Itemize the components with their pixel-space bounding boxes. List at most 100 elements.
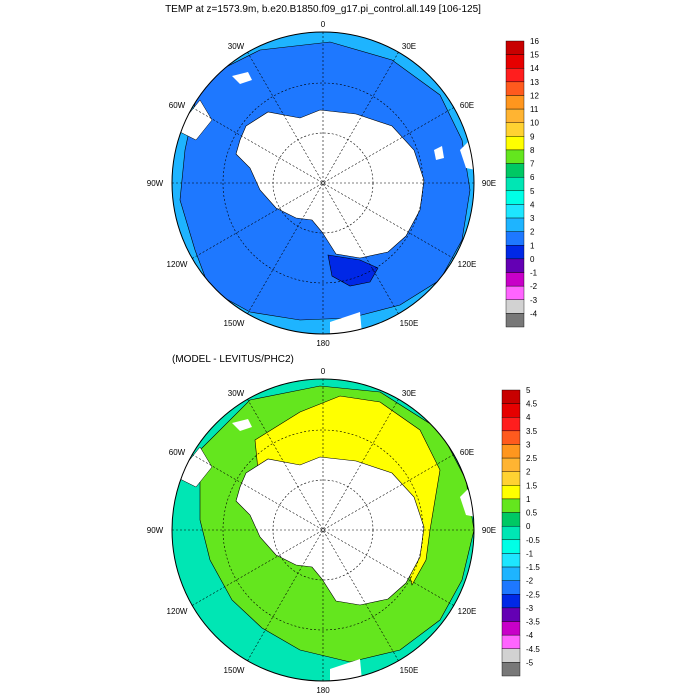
colorbar-swatch xyxy=(501,512,521,527)
colorbar-label: 1.5 xyxy=(526,481,538,490)
colorbar-label: -1 xyxy=(530,269,538,278)
graticule xyxy=(172,379,474,681)
lon-label-60w: 60W xyxy=(169,448,186,457)
lon-label-0: 0 xyxy=(321,367,326,376)
panel-temp: TEMP at z=1573.9m, b.e20.B1850.f09_g17.p… xyxy=(147,4,540,348)
colorbar-swatch xyxy=(501,485,521,500)
colorbar-swatch xyxy=(501,539,521,554)
colorbar-swatch xyxy=(505,136,525,151)
lon-label-30w: 30W xyxy=(228,389,245,398)
lon-label-180: 180 xyxy=(316,686,330,695)
colorbar-swatch xyxy=(501,553,521,568)
lon-label-90e: 90E xyxy=(482,179,496,188)
lon-labels: 0 30E 60E 90E 120E 150E 180 150W 120W 90… xyxy=(147,20,496,348)
colorbar-label: 7 xyxy=(530,160,535,169)
lon-label-30e: 30E xyxy=(402,389,416,398)
lon-label-60w: 60W xyxy=(169,101,186,110)
colorbar-swatch xyxy=(505,204,525,219)
map-field xyxy=(172,32,474,334)
lon-label-90w: 90W xyxy=(147,526,164,535)
colorbar-label: 2.5 xyxy=(526,454,538,463)
colorbar-label: 2 xyxy=(526,468,531,477)
colorbar-label: -3 xyxy=(526,604,534,613)
colorbar-label: 3.5 xyxy=(526,427,538,436)
lon-label-150w: 150W xyxy=(224,319,245,328)
colorbar-label: 11 xyxy=(530,105,539,114)
colorbar-swatch xyxy=(505,40,525,55)
colorbar-swatch xyxy=(501,634,521,649)
colorbar-swatch xyxy=(505,81,525,96)
colorbar-swatch xyxy=(505,245,525,260)
panel-difference: (MODEL - LEVITUS/PHC2) 0 30E 6 xyxy=(147,354,541,695)
colorbar-label: 2 xyxy=(530,228,535,237)
colorbar: 5 4.5 4 3.5 3 2.5 2 1.5 1 0.5 0 -0.5 -1 -1.5 -2 -2.5 -3 -… xyxy=(501,386,540,677)
graticule xyxy=(172,32,474,334)
panel-title: TEMP at z=1573.9m, b.e20.B1850.f09_g17.p… xyxy=(165,4,481,15)
colorbar-swatch xyxy=(505,190,525,205)
colorbar-label: -2 xyxy=(526,577,534,586)
colorbar-label: -3 xyxy=(530,296,538,305)
colorbar-swatch xyxy=(505,176,525,192)
colorbar-swatch xyxy=(501,403,521,418)
map-boundary xyxy=(171,378,475,682)
lon-label-150e: 150E xyxy=(400,319,419,328)
lon-label-60e: 60E xyxy=(460,101,474,110)
lon-label-0: 0 xyxy=(321,20,326,29)
colorbar-label: 15 xyxy=(530,51,539,60)
colorbar-swatch xyxy=(501,498,521,513)
colorbar-label: 8 xyxy=(530,146,535,155)
colorbar-swatch xyxy=(505,122,525,137)
lon-label-120e: 120E xyxy=(458,607,477,616)
colorbar-label: 3 xyxy=(526,440,531,449)
colorbar-swatch xyxy=(501,580,521,595)
colorbar-swatch xyxy=(501,471,521,486)
colorbar-swatch xyxy=(501,648,521,663)
colorbar-swatch xyxy=(505,163,525,178)
colorbar-swatch xyxy=(501,389,521,404)
colorbar-label: 4.5 xyxy=(526,400,538,409)
colorbar-label: -5 xyxy=(526,658,534,667)
colorbar-swatch xyxy=(501,621,521,636)
lon-label-120w: 120W xyxy=(167,260,188,269)
colorbar-label: 5 xyxy=(526,386,531,395)
colorbar-swatch xyxy=(505,313,525,328)
lon-label-30e: 30E xyxy=(402,42,416,51)
lon-label-90w: 90W xyxy=(147,179,164,188)
lon-label-180: 180 xyxy=(316,339,330,348)
colorbar-swatch xyxy=(501,444,521,459)
colorbar-swatch xyxy=(505,54,525,69)
colorbar-label: 1 xyxy=(530,241,535,250)
lon-label-120e: 120E xyxy=(458,260,477,269)
colorbar-label: 0.5 xyxy=(526,509,538,518)
colorbar-label: -2.5 xyxy=(526,590,540,599)
colorbar-swatch xyxy=(501,417,521,432)
lon-label-120w: 120W xyxy=(167,607,188,616)
lon-label-150w: 150W xyxy=(224,666,245,675)
colorbar-label: 4 xyxy=(530,200,535,209)
colorbar-swatch xyxy=(505,272,525,287)
colorbar-swatch xyxy=(505,68,525,83)
colorbar-label: 5 xyxy=(530,187,535,196)
colorbar-swatch xyxy=(505,231,525,246)
colorbar-label: 3 xyxy=(530,214,535,223)
colorbar-swatch xyxy=(501,594,521,609)
colorbar-swatch xyxy=(505,95,525,110)
colorbar-label: 10 xyxy=(530,119,539,128)
colorbar-swatch xyxy=(501,566,521,581)
colorbar-label: -1.5 xyxy=(526,563,540,572)
colorbar-label: 0 xyxy=(530,255,535,264)
colorbar-label: -2 xyxy=(530,282,538,291)
colorbar-label: 12 xyxy=(530,91,539,100)
colorbar-label: 9 xyxy=(530,132,535,141)
colorbar-label: 6 xyxy=(530,173,535,182)
map-field xyxy=(172,379,474,681)
colorbar-swatch xyxy=(501,662,521,677)
lon-label-60e: 60E xyxy=(460,448,474,457)
colorbar-label: 13 xyxy=(530,78,539,87)
colorbar-swatch xyxy=(505,299,525,314)
colorbar-swatch xyxy=(505,149,525,164)
colorbar-label: -0.5 xyxy=(526,536,540,545)
lon-label-150e: 150E xyxy=(400,666,419,675)
colorbar-label: -3.5 xyxy=(526,618,540,627)
